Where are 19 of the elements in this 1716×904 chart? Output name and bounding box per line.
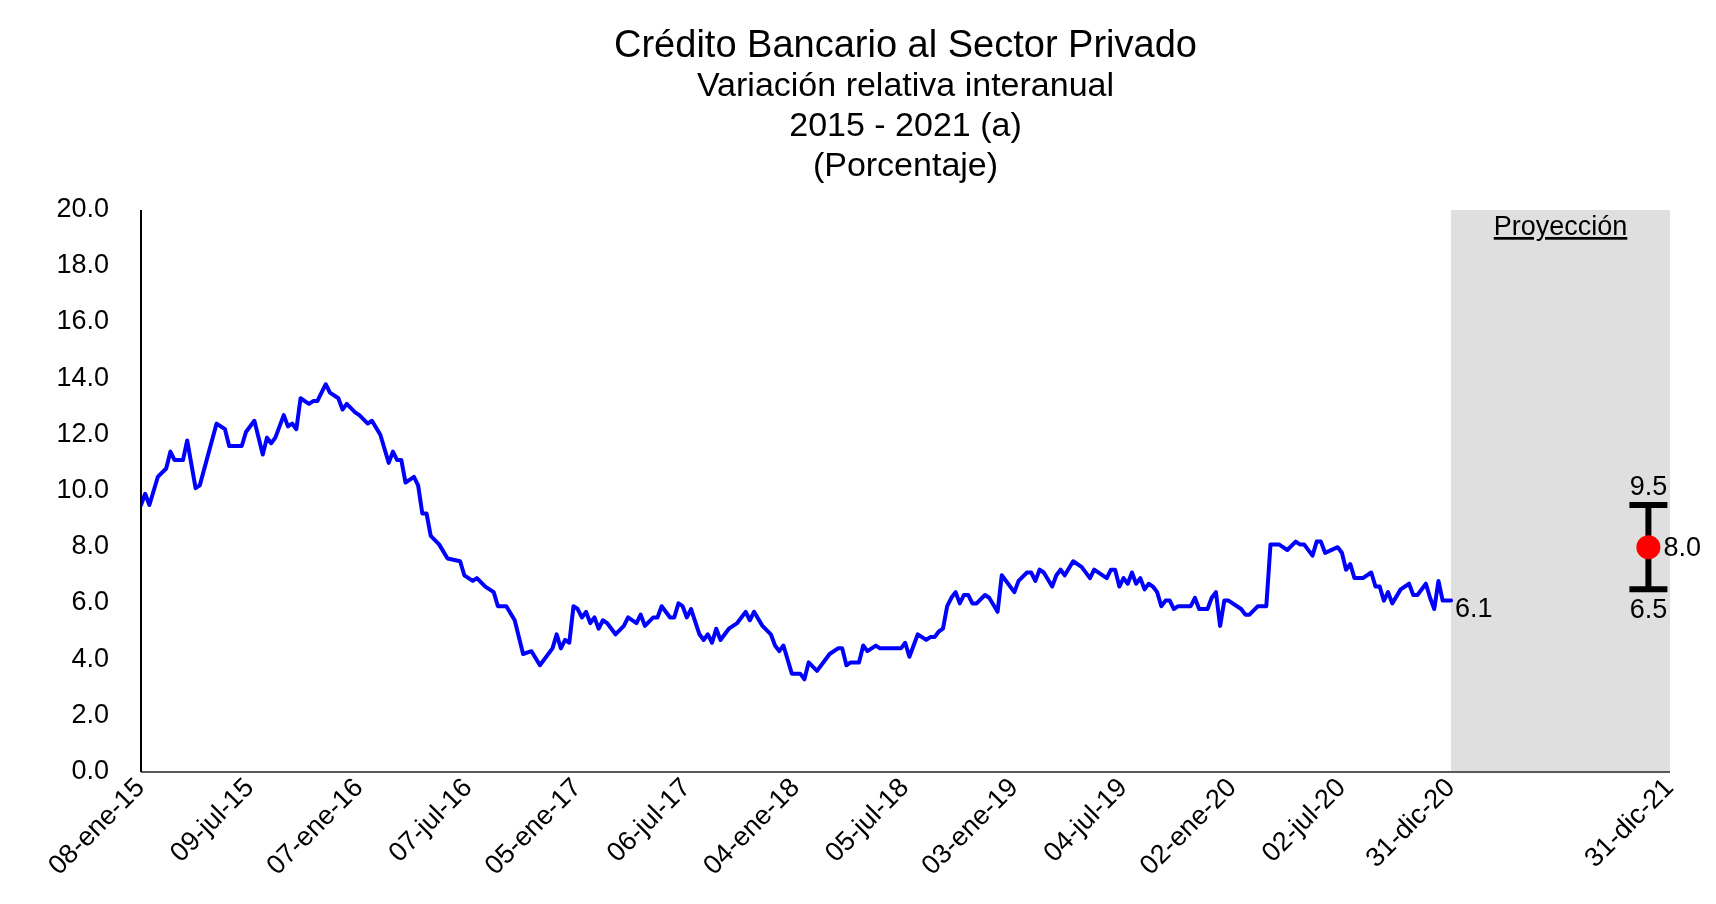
- band-label: Proyección: [1493, 211, 1628, 242]
- annotation: 6.1: [1455, 592, 1493, 623]
- y-tick-label: 4.0: [71, 642, 109, 673]
- data-label: 8.0: [1663, 532, 1701, 563]
- y-tick-label: 10.0: [56, 474, 109, 505]
- y-tick-label: 20.0: [56, 193, 109, 224]
- y-tick-label: 8.0: [71, 530, 109, 561]
- y-tick-label: 12.0: [56, 417, 109, 448]
- y-tick-label: 18.0: [56, 249, 109, 280]
- annotation: 6.5: [1629, 594, 1668, 625]
- chart-title: Crédito Bancario al Sector Privado: [613, 23, 1198, 65]
- y-tick-label: 0.0: [71, 755, 109, 786]
- y-tick-label: 16.0: [56, 305, 109, 336]
- annotation: 9.5: [1629, 471, 1668, 502]
- line-series: [141, 382, 1454, 682]
- y-tick-label: 2.0: [71, 698, 109, 729]
- y-tick-label: 14.0: [56, 361, 109, 392]
- y-tick-label: 6.0: [71, 586, 109, 617]
- chart-subtitle: Variación relativa interanual 2015 - 2021 (a) (Porcentaje): [695, 64, 1116, 184]
